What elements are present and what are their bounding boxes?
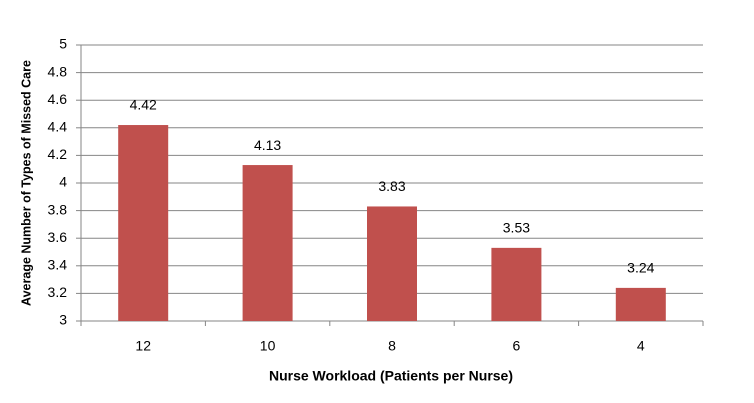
y-tick-label: 4.6 [48,91,68,107]
data-label: 4.13 [254,137,281,153]
y-tick-label: 5 [59,36,67,52]
y-tick-label: 4.2 [48,146,68,162]
x-tick-label: 4 [637,338,645,354]
data-label: 3.24 [627,260,654,276]
x-tick-label: 8 [388,338,396,354]
y-tick-label: 4.4 [48,119,68,135]
y-tick-label: 3.6 [48,229,68,245]
x-tick-label: 10 [260,338,276,354]
data-label: 3.83 [378,178,405,194]
y-tick-label: 3 [59,312,67,328]
x-tick-label: 12 [135,338,151,354]
bar [367,206,417,321]
bar [242,165,293,321]
y-tick-label: 3.2 [48,284,68,300]
data-label: 3.53 [503,220,530,236]
y-tick-label: 3.4 [48,257,68,273]
y-tick-label: 4 [59,174,67,190]
data-label: 4.42 [130,97,157,113]
bar [615,287,666,321]
x-axis-title: Nurse Workload (Patients per Nurse) [269,368,513,384]
bar [491,247,542,321]
bar [118,125,169,321]
y-tick-label: 3.8 [48,201,68,217]
y-axis-title: Average Number of Types of Missed Care [19,60,33,306]
y-tick-label: 4.8 [48,63,68,79]
x-tick-label: 6 [513,338,521,354]
